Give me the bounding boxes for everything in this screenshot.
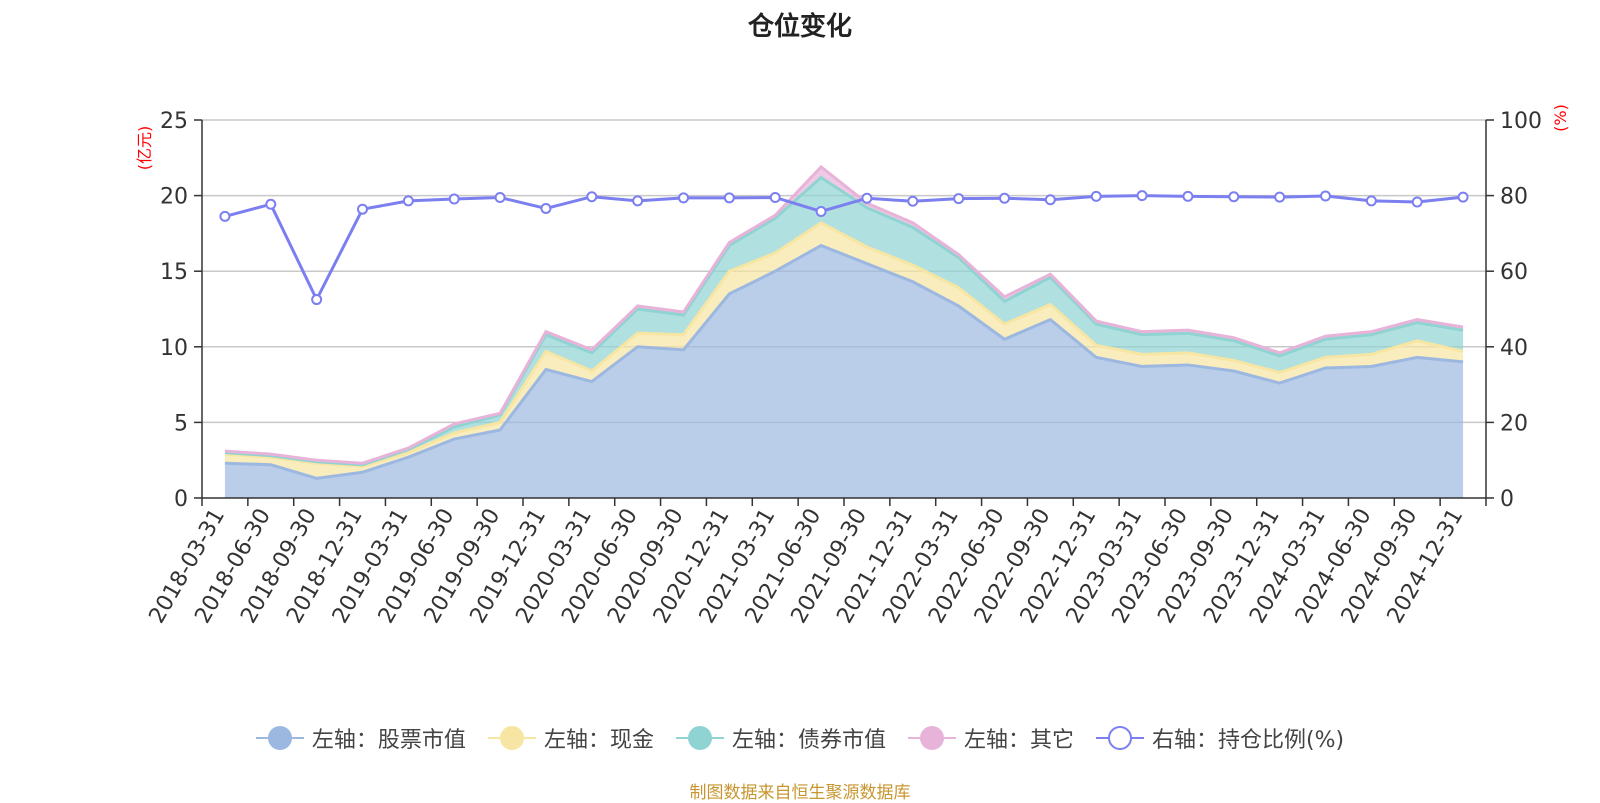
holding-ratio-point [1457, 191, 1469, 203]
legend-item[interactable]: 右轴：持仓比例(%) [1095, 722, 1345, 754]
holding-ratio-point [586, 191, 598, 203]
holding-ratio-point [769, 191, 781, 203]
holding-ratio-point [815, 205, 827, 217]
legend-label: 右轴：持仓比例(%) [1151, 728, 1345, 753]
chart-legend: 左轴：股票市值 左轴：现金 左轴：债券市值 左轴：其它 右轴：持仓比例(%) [0, 722, 1600, 754]
legend-marker-icon [907, 726, 956, 750]
right-axis-tick-label: 0 [1500, 487, 1514, 512]
holding-ratio-point [999, 192, 1010, 204]
holding-ratio-point [265, 198, 277, 210]
stock-value-area [224, 245, 1464, 498]
holding-ratio-point [540, 202, 552, 214]
holding-ratio-point [311, 294, 323, 306]
left-axis-tick-label: 15 [160, 260, 188, 285]
cash-area-edge [224, 221, 1464, 468]
legend-item[interactable]: 左轴：其它 [907, 722, 1074, 754]
holding-ratio-point [494, 191, 506, 203]
left-axis-tick-label: 0 [174, 487, 188, 512]
left-axis-tick-label: 25 [160, 109, 188, 134]
legend-marker-icon [1095, 726, 1144, 750]
legend-item[interactable]: 左轴：股票市值 [255, 722, 466, 754]
holding-ratio-point [953, 193, 965, 205]
legend-label: 左轴：其它 [963, 728, 1074, 753]
chart-title: 仓位变化 [747, 12, 852, 42]
holding-ratio-point [402, 195, 414, 207]
legend-marker-icon [255, 726, 304, 750]
holding-ratio-line [224, 194, 1464, 303]
holding-ratio-point [1182, 190, 1194, 202]
left-axis-unit: (亿元) [135, 126, 154, 171]
legend-label: 左轴：现金 [543, 728, 654, 753]
right-axis-unit: (%) [1551, 104, 1570, 132]
right-axis-tick-label: 80 [1500, 185, 1528, 210]
holding-ratio-point [1274, 191, 1286, 203]
bond-value-area-edge [224, 175, 1464, 467]
holding-ratio-point [1228, 191, 1240, 203]
holding-ratio-point [1411, 196, 1423, 208]
legend-item[interactable]: 左轴：现金 [487, 722, 654, 754]
right-axis-tick-label: 100 [1500, 109, 1542, 134]
holding-ratio-point [1090, 190, 1102, 202]
left-axis-tick-label: 10 [160, 336, 188, 361]
holding-ratio-point [1044, 194, 1056, 206]
holding-ratio-point [1365, 195, 1377, 207]
holding-ratio-point [357, 203, 368, 215]
legend-item[interactable]: 左轴：债券市值 [675, 722, 886, 754]
holding-ratio-point [632, 195, 644, 207]
holding-ratio-point [861, 192, 873, 204]
legend-marker-icon [487, 726, 536, 750]
holding-ratio-point [678, 192, 689, 204]
legend-marker-icon [675, 726, 724, 750]
legend-label: 左轴：债券市值 [731, 728, 886, 753]
right-axis-tick-label: 60 [1500, 260, 1528, 285]
other-area-edge [224, 164, 1464, 465]
holding-ratio-point [448, 193, 460, 205]
data-source-note: 制图数据来自恒生聚源数据库 [689, 783, 911, 803]
holding-ratio-point [723, 192, 735, 204]
stock-value-area-edge [224, 243, 1464, 480]
holding-ratio-point [1136, 190, 1148, 202]
holding-ratio-point [907, 195, 919, 207]
holding-ratio-point [219, 210, 231, 222]
holding-ratio-point [1320, 190, 1331, 202]
right-axis-tick-label: 20 [1500, 411, 1528, 436]
right-axis-tick-label: 40 [1500, 336, 1528, 361]
left-axis-tick-label: 5 [174, 411, 188, 436]
legend-label: 左轴：股票市值 [311, 728, 466, 753]
left-axis-tick-label: 20 [160, 185, 188, 210]
